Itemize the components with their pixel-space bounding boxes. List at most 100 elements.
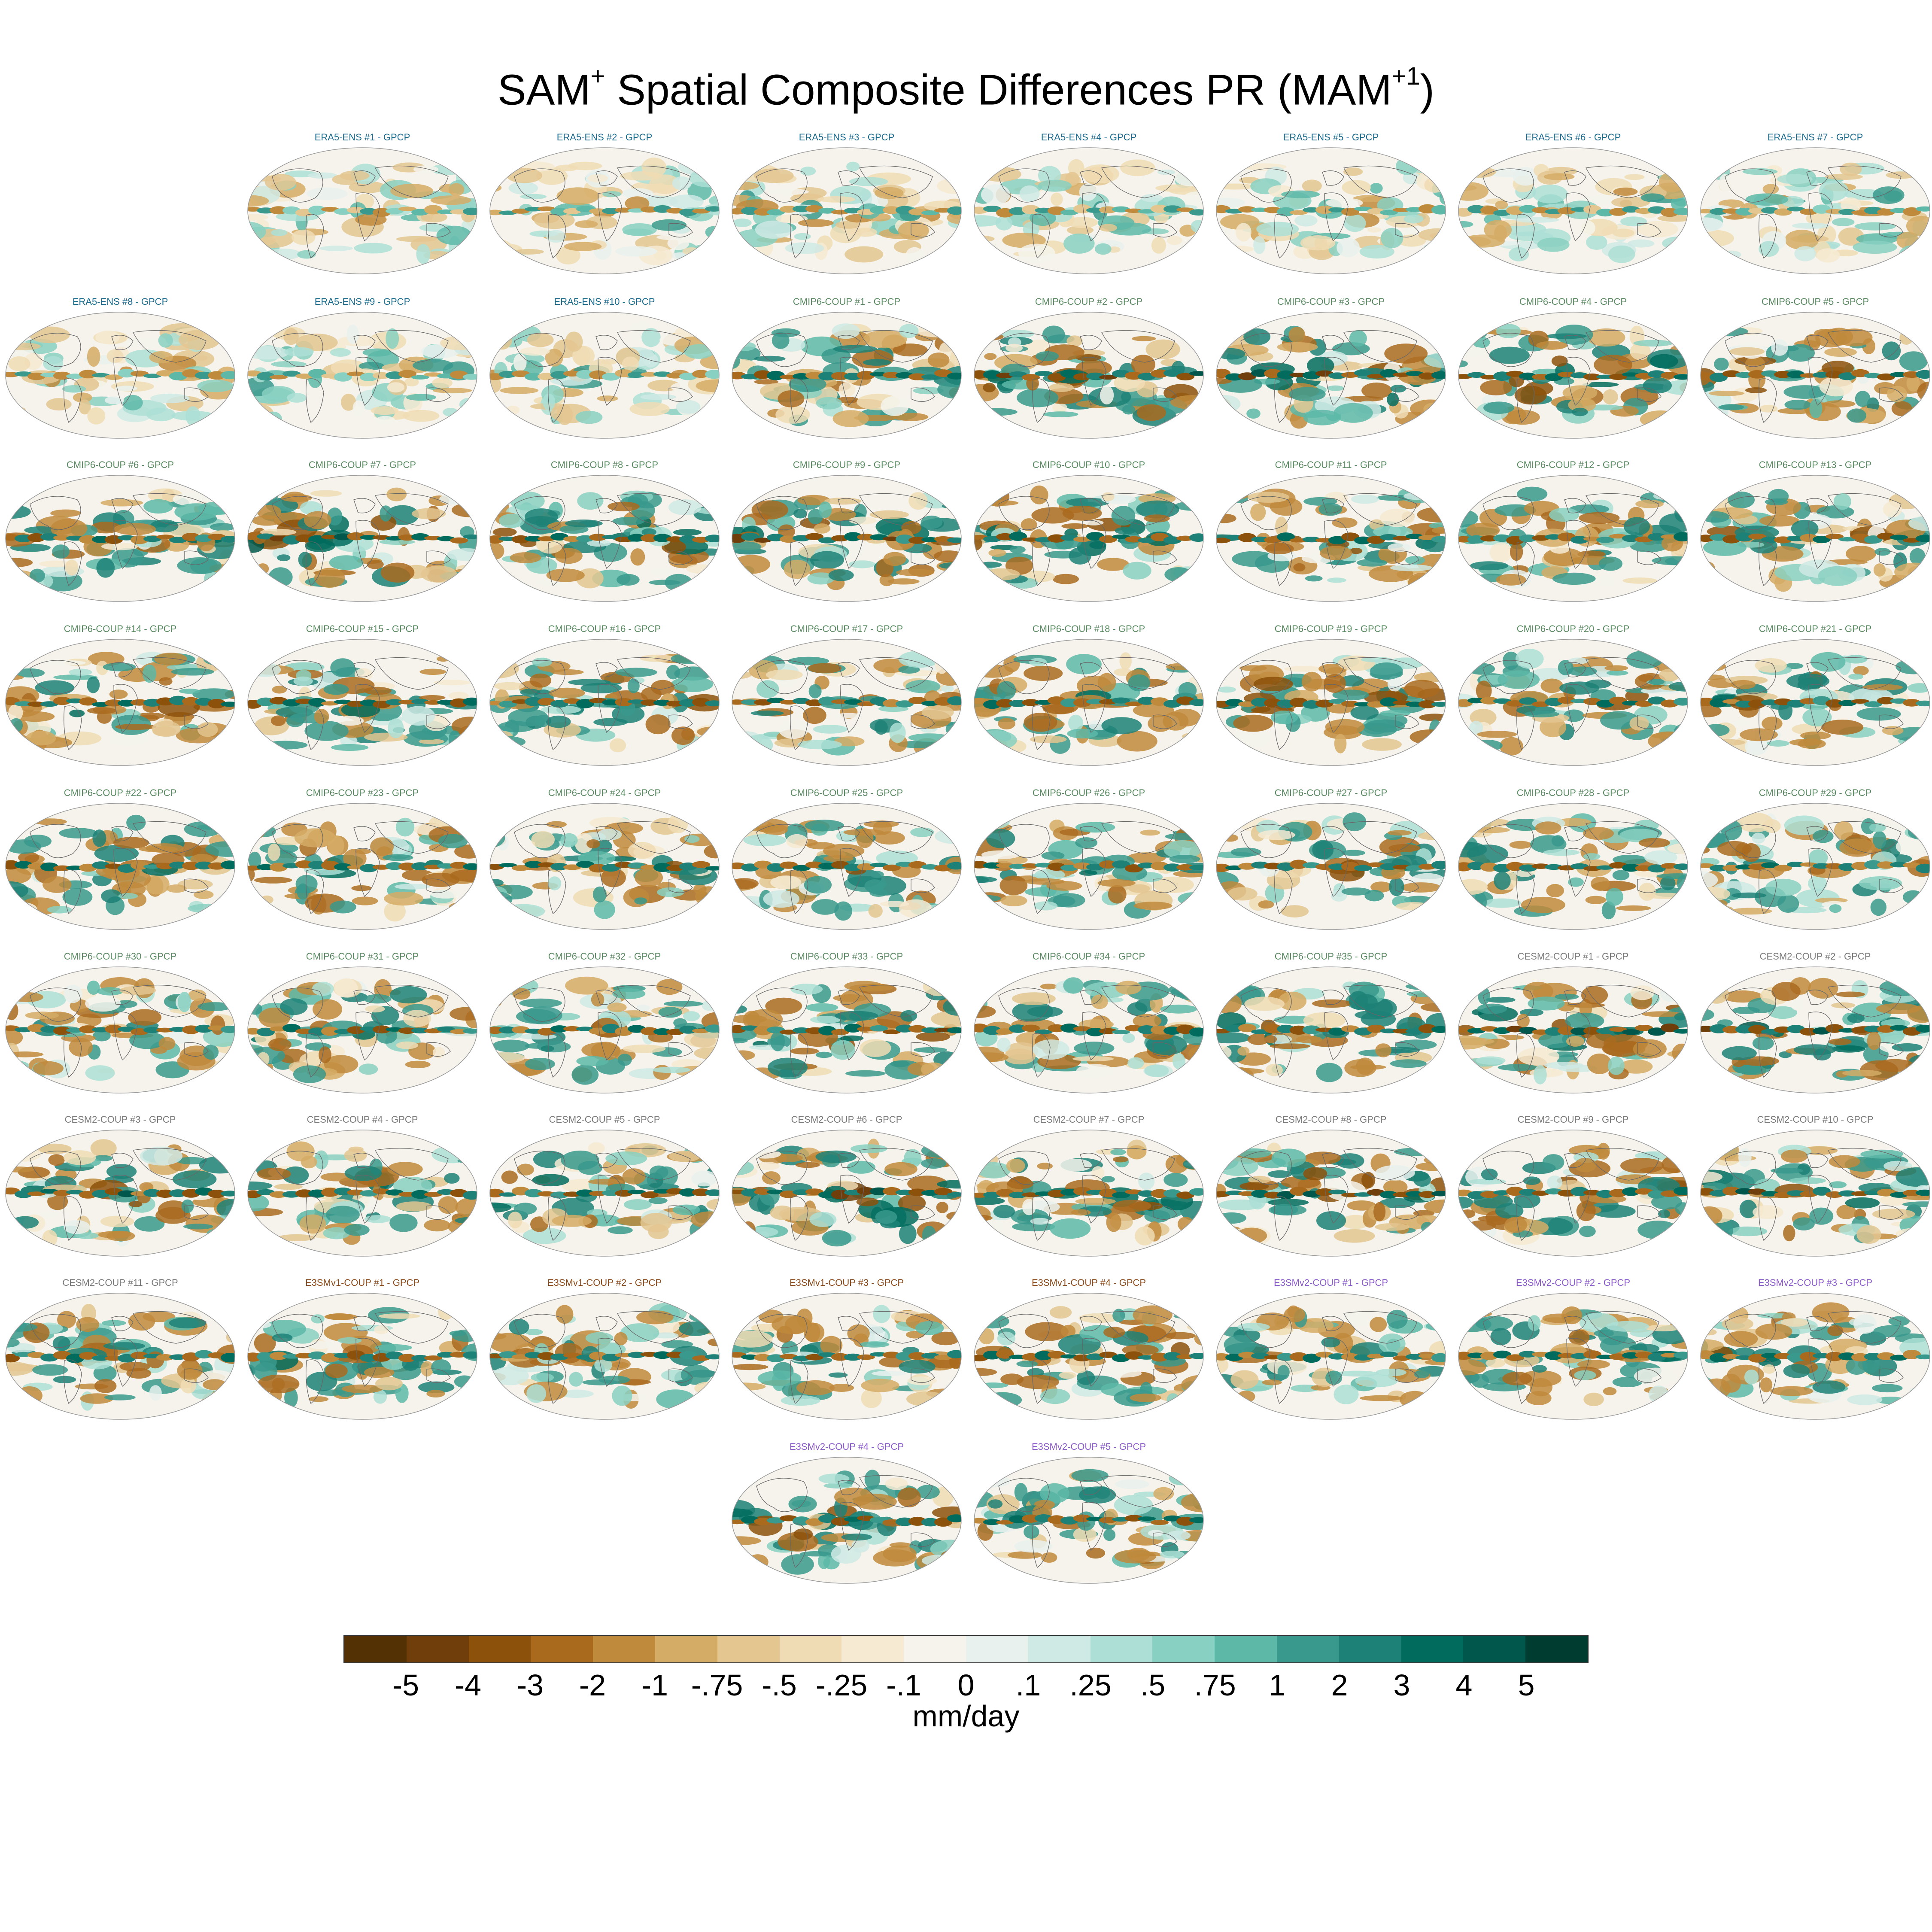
globe-map: [1700, 803, 1930, 930]
panel-title: CMIP6-COUP #1 - GPCP: [793, 296, 901, 307]
colorbar-tick-label: .1: [1015, 1668, 1041, 1702]
map-panel: CMIP6-COUP #21 - GPCP: [1699, 623, 1931, 769]
map-panel: E3SMv2-COUP #3 - GPCP: [1699, 1277, 1931, 1423]
globe-map: [1458, 312, 1688, 439]
map-panel: ERA5-ENS #8 - GPCP: [4, 296, 236, 442]
map-panel: CMIP6-COUP #33 - GPCP: [731, 951, 963, 1097]
panel-title: CMIP6-COUP #34 - GPCP: [1032, 951, 1145, 962]
map-panel: CESM2-COUP #7 - GPCP: [973, 1114, 1205, 1260]
map-panel: CMIP6-COUP #28 - GPCP: [1457, 787, 1689, 933]
panel-title: CMIP6-COUP #32 - GPCP: [548, 951, 661, 962]
globe-map: [974, 966, 1204, 1094]
colorbar-swatch: [904, 1636, 966, 1662]
map-panel: CMIP6-COUP #30 - GPCP: [4, 951, 236, 1097]
panel-title: E3SMv2-COUP #5 - GPCP: [1031, 1441, 1146, 1452]
map-panel: CMIP6-COUP #23 - GPCP: [246, 787, 478, 933]
colorbar-tick-label: 1: [1269, 1668, 1286, 1702]
panel-title: CMIP6-COUP #26 - GPCP: [1032, 787, 1145, 798]
map-panel: CESM2-COUP #10 - GPCP: [1699, 1114, 1931, 1260]
map-panel: CMIP6-COUP #7 - GPCP: [246, 459, 478, 605]
map-panel: CMIP6-COUP #35 - GPCP: [1215, 951, 1447, 1097]
map-panel: E3SMv2-COUP #2 - GPCP: [1457, 1277, 1689, 1423]
map-panel: CMIP6-COUP #17 - GPCP: [731, 623, 963, 769]
map-panel: CMIP6-COUP #18 - GPCP: [973, 623, 1205, 769]
globe-map: [1216, 1293, 1446, 1420]
panel-title: CMIP6-COUP #22 - GPCP: [64, 787, 177, 798]
globe-map: [974, 1293, 1204, 1420]
panel-title: CMIP6-COUP #16 - GPCP: [548, 623, 661, 634]
globe-map: [489, 1293, 720, 1420]
map-panel: CMIP6-COUP #19 - GPCP: [1215, 623, 1447, 769]
panel-title: E3SMv1-COUP #2 - GPCP: [547, 1277, 662, 1288]
panel-title: CESM2-COUP #1 - GPCP: [1517, 951, 1629, 962]
colorbar-swatch: [655, 1636, 717, 1662]
map-panel: CMIP6-COUP #2 - GPCP: [973, 296, 1205, 442]
map-panel: CMIP6-COUP #25 - GPCP: [731, 787, 963, 933]
panel-title: E3SMv2-COUP #2 - GPCP: [1516, 1277, 1631, 1288]
globe-map: [1458, 1130, 1688, 1257]
colorbar-swatch: [344, 1636, 407, 1662]
panel-title: ERA5-ENS #10 - GPCP: [554, 296, 655, 307]
map-panel: CMIP6-COUP #14 - GPCP: [4, 623, 236, 769]
globe-map: [1700, 312, 1930, 439]
colorbar-swatch: [1090, 1636, 1153, 1662]
map-panel: E3SMv2-COUP #5 - GPCP: [973, 1441, 1205, 1587]
globe-map: [5, 312, 235, 439]
map-panel: CESM2-COUP #4 - GPCP: [246, 1114, 478, 1260]
colorbar-tick-label: .75: [1194, 1668, 1236, 1702]
globe-map: [1458, 147, 1688, 274]
globe-map: [1700, 1293, 1930, 1420]
panel-title: CMIP6-COUP #35 - GPCP: [1274, 951, 1388, 962]
globe-map: [5, 475, 235, 602]
colorbar: [343, 1635, 1589, 1663]
globe-map: [247, 475, 477, 602]
globe-map: [732, 1130, 962, 1257]
panel-title: CMIP6-COUP #31 - GPCP: [306, 951, 419, 962]
panel-title: ERA5-ENS #6 - GPCP: [1525, 132, 1621, 143]
globe-map: [1458, 639, 1688, 766]
globe-map: [1700, 1130, 1930, 1257]
map-panel: CESM2-COUP #2 - GPCP: [1699, 951, 1931, 1097]
panel-title: CMIP6-COUP #20 - GPCP: [1516, 623, 1630, 634]
map-panel: CMIP6-COUP #15 - GPCP: [246, 623, 478, 769]
panel-title: CMIP6-COUP #18 - GPCP: [1032, 623, 1145, 634]
globe-map: [974, 475, 1204, 602]
colorbar-tick-label: -.1: [886, 1668, 921, 1702]
globe-map: [974, 639, 1204, 766]
panel-title: ERA5-ENS #4 - GPCP: [1041, 132, 1137, 143]
colorbar-swatch: [1276, 1636, 1339, 1662]
map-panel: ERA5-ENS #10 - GPCP: [489, 296, 720, 442]
panel-title: CMIP6-COUP #8 - GPCP: [550, 459, 659, 470]
colorbar-swatch: [1028, 1636, 1091, 1662]
panel-title: CMIP6-COUP #11 - GPCP: [1275, 459, 1387, 470]
map-panel: CMIP6-COUP #6 - GPCP: [4, 459, 236, 605]
panel-title: CMIP6-COUP #30 - GPCP: [64, 951, 177, 962]
map-panel: CMIP6-COUP #31 - GPCP: [246, 951, 478, 1097]
colorbar-tick-label: .5: [1140, 1668, 1166, 1702]
map-panel: ERA5-ENS #6 - GPCP: [1457, 132, 1689, 278]
globe-map: [489, 147, 720, 274]
globe-map: [732, 803, 962, 930]
map-panel: ERA5-ENS #9 - GPCP: [246, 296, 478, 442]
map-panel: ERA5-ENS #1 - GPCP: [246, 132, 478, 278]
globe-map: [1216, 966, 1446, 1094]
panel-title: E3SMv2-COUP #4 - GPCP: [789, 1441, 904, 1452]
globe-map: [489, 966, 720, 1094]
globe-map: [974, 312, 1204, 439]
map-panel: CESM2-COUP #8 - GPCP: [1215, 1114, 1447, 1260]
panel-title: CESM2-COUP #11 - GPCP: [62, 1277, 178, 1288]
map-panel: CMIP6-COUP #4 - GPCP: [1457, 296, 1689, 442]
colorbar-tick-label: .25: [1069, 1668, 1112, 1702]
map-panel: CMIP6-COUP #16 - GPCP: [489, 623, 720, 769]
colorbar-tick-label: 4: [1455, 1668, 1473, 1702]
globe-map: [974, 803, 1204, 930]
panel-grid: ERA5-ENS #1 - GPCP ERA5-ENS #2 - GPCP ERA5…: [4, 132, 1931, 1587]
map-panel: CMIP6-COUP #34 - GPCP: [973, 951, 1205, 1097]
panel-title: E3SMv2-COUP #1 - GPCP: [1273, 1277, 1388, 1288]
globe-map: [1216, 475, 1446, 602]
colorbar-tick-label: -4: [454, 1668, 482, 1702]
panel-title: CMIP6-COUP #13 - GPCP: [1759, 459, 1872, 470]
panel-title: CMIP6-COUP #2 - GPCP: [1035, 296, 1143, 307]
map-panel: CESM2-COUP #6 - GPCP: [731, 1114, 963, 1260]
colorbar-swatch: [966, 1636, 1028, 1662]
